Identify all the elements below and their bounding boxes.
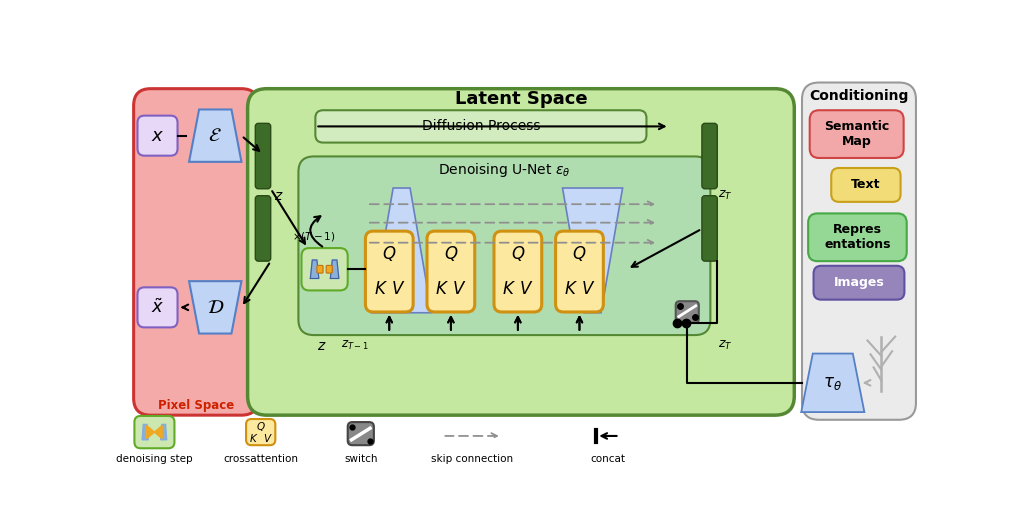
Text: Repres
entations: Repres entations	[824, 224, 891, 251]
Text: $K$: $K$	[249, 432, 258, 444]
Text: $\mathcal{D}$: $\mathcal{D}$	[207, 298, 224, 317]
Text: $V$: $V$	[263, 432, 272, 444]
Polygon shape	[146, 426, 155, 438]
FancyBboxPatch shape	[808, 213, 906, 261]
FancyBboxPatch shape	[316, 265, 323, 273]
Text: $\mathcal{E}$: $\mathcal{E}$	[209, 126, 222, 145]
Text: $K$: $K$	[374, 280, 388, 298]
Polygon shape	[331, 260, 339, 278]
Text: Latent Space: Latent Space	[455, 90, 587, 109]
Text: Semantic
Map: Semantic Map	[824, 120, 889, 148]
FancyBboxPatch shape	[676, 301, 698, 323]
FancyBboxPatch shape	[134, 89, 258, 415]
Text: $V$: $V$	[453, 280, 467, 298]
Polygon shape	[189, 281, 242, 334]
Polygon shape	[562, 188, 623, 313]
Text: $Q$: $Q$	[511, 244, 525, 263]
Text: $\times(T-1)$: $\times(T-1)$	[292, 230, 336, 243]
Text: $V$: $V$	[581, 280, 595, 298]
Text: $Q$: $Q$	[256, 420, 265, 433]
FancyBboxPatch shape	[366, 231, 413, 312]
FancyBboxPatch shape	[134, 416, 174, 448]
FancyBboxPatch shape	[701, 196, 717, 261]
Text: $Q$: $Q$	[572, 244, 587, 263]
Text: switch: switch	[344, 454, 378, 464]
Text: $z_{T-1}$: $z_{T-1}$	[341, 339, 370, 353]
Text: Denoising U-Net $\epsilon_\theta$: Denoising U-Net $\epsilon_\theta$	[437, 162, 570, 179]
FancyBboxPatch shape	[494, 231, 542, 312]
Text: $z$: $z$	[316, 339, 327, 353]
FancyBboxPatch shape	[301, 248, 348, 291]
FancyBboxPatch shape	[255, 196, 270, 261]
Polygon shape	[161, 424, 167, 440]
FancyBboxPatch shape	[298, 156, 711, 335]
Text: Conditioning: Conditioning	[809, 89, 908, 104]
Polygon shape	[142, 424, 148, 440]
Polygon shape	[155, 426, 162, 438]
Text: $K$: $K$	[564, 280, 578, 298]
Polygon shape	[801, 354, 864, 412]
Text: $Q$: $Q$	[443, 244, 458, 263]
FancyBboxPatch shape	[831, 168, 900, 202]
Text: $\tau_\theta$: $\tau_\theta$	[823, 374, 843, 392]
FancyBboxPatch shape	[137, 288, 177, 327]
Text: concat: concat	[591, 454, 626, 464]
Text: $Q$: $Q$	[382, 244, 396, 263]
Text: $K$: $K$	[435, 280, 450, 298]
Text: Pixel Space: Pixel Space	[158, 399, 234, 412]
FancyBboxPatch shape	[802, 82, 915, 420]
FancyBboxPatch shape	[348, 422, 374, 445]
FancyBboxPatch shape	[246, 419, 275, 445]
Text: $\tilde{x}$: $\tilde{x}$	[151, 298, 164, 316]
FancyBboxPatch shape	[315, 110, 646, 143]
Polygon shape	[189, 109, 242, 162]
Text: Diffusion Process: Diffusion Process	[422, 119, 541, 134]
FancyBboxPatch shape	[137, 116, 177, 155]
Text: Text: Text	[851, 178, 881, 192]
FancyBboxPatch shape	[427, 231, 475, 312]
FancyBboxPatch shape	[701, 123, 717, 189]
FancyBboxPatch shape	[255, 123, 270, 189]
Text: $x$: $x$	[151, 126, 164, 145]
Text: denoising step: denoising step	[116, 454, 193, 464]
Text: $z_T$: $z_T$	[718, 339, 732, 353]
FancyBboxPatch shape	[326, 265, 333, 273]
FancyBboxPatch shape	[248, 89, 795, 415]
Text: Images: Images	[834, 276, 885, 289]
Text: $z$: $z$	[274, 188, 284, 203]
Text: crossattention: crossattention	[223, 454, 298, 464]
Text: $z_T$: $z_T$	[718, 189, 732, 202]
Polygon shape	[310, 260, 318, 278]
Polygon shape	[372, 188, 432, 313]
Text: $V$: $V$	[519, 280, 534, 298]
Text: skip connection: skip connection	[431, 454, 513, 464]
FancyBboxPatch shape	[813, 266, 904, 300]
FancyBboxPatch shape	[810, 110, 903, 158]
FancyBboxPatch shape	[556, 231, 603, 312]
Text: $K$: $K$	[503, 280, 516, 298]
Text: $V$: $V$	[390, 280, 404, 298]
